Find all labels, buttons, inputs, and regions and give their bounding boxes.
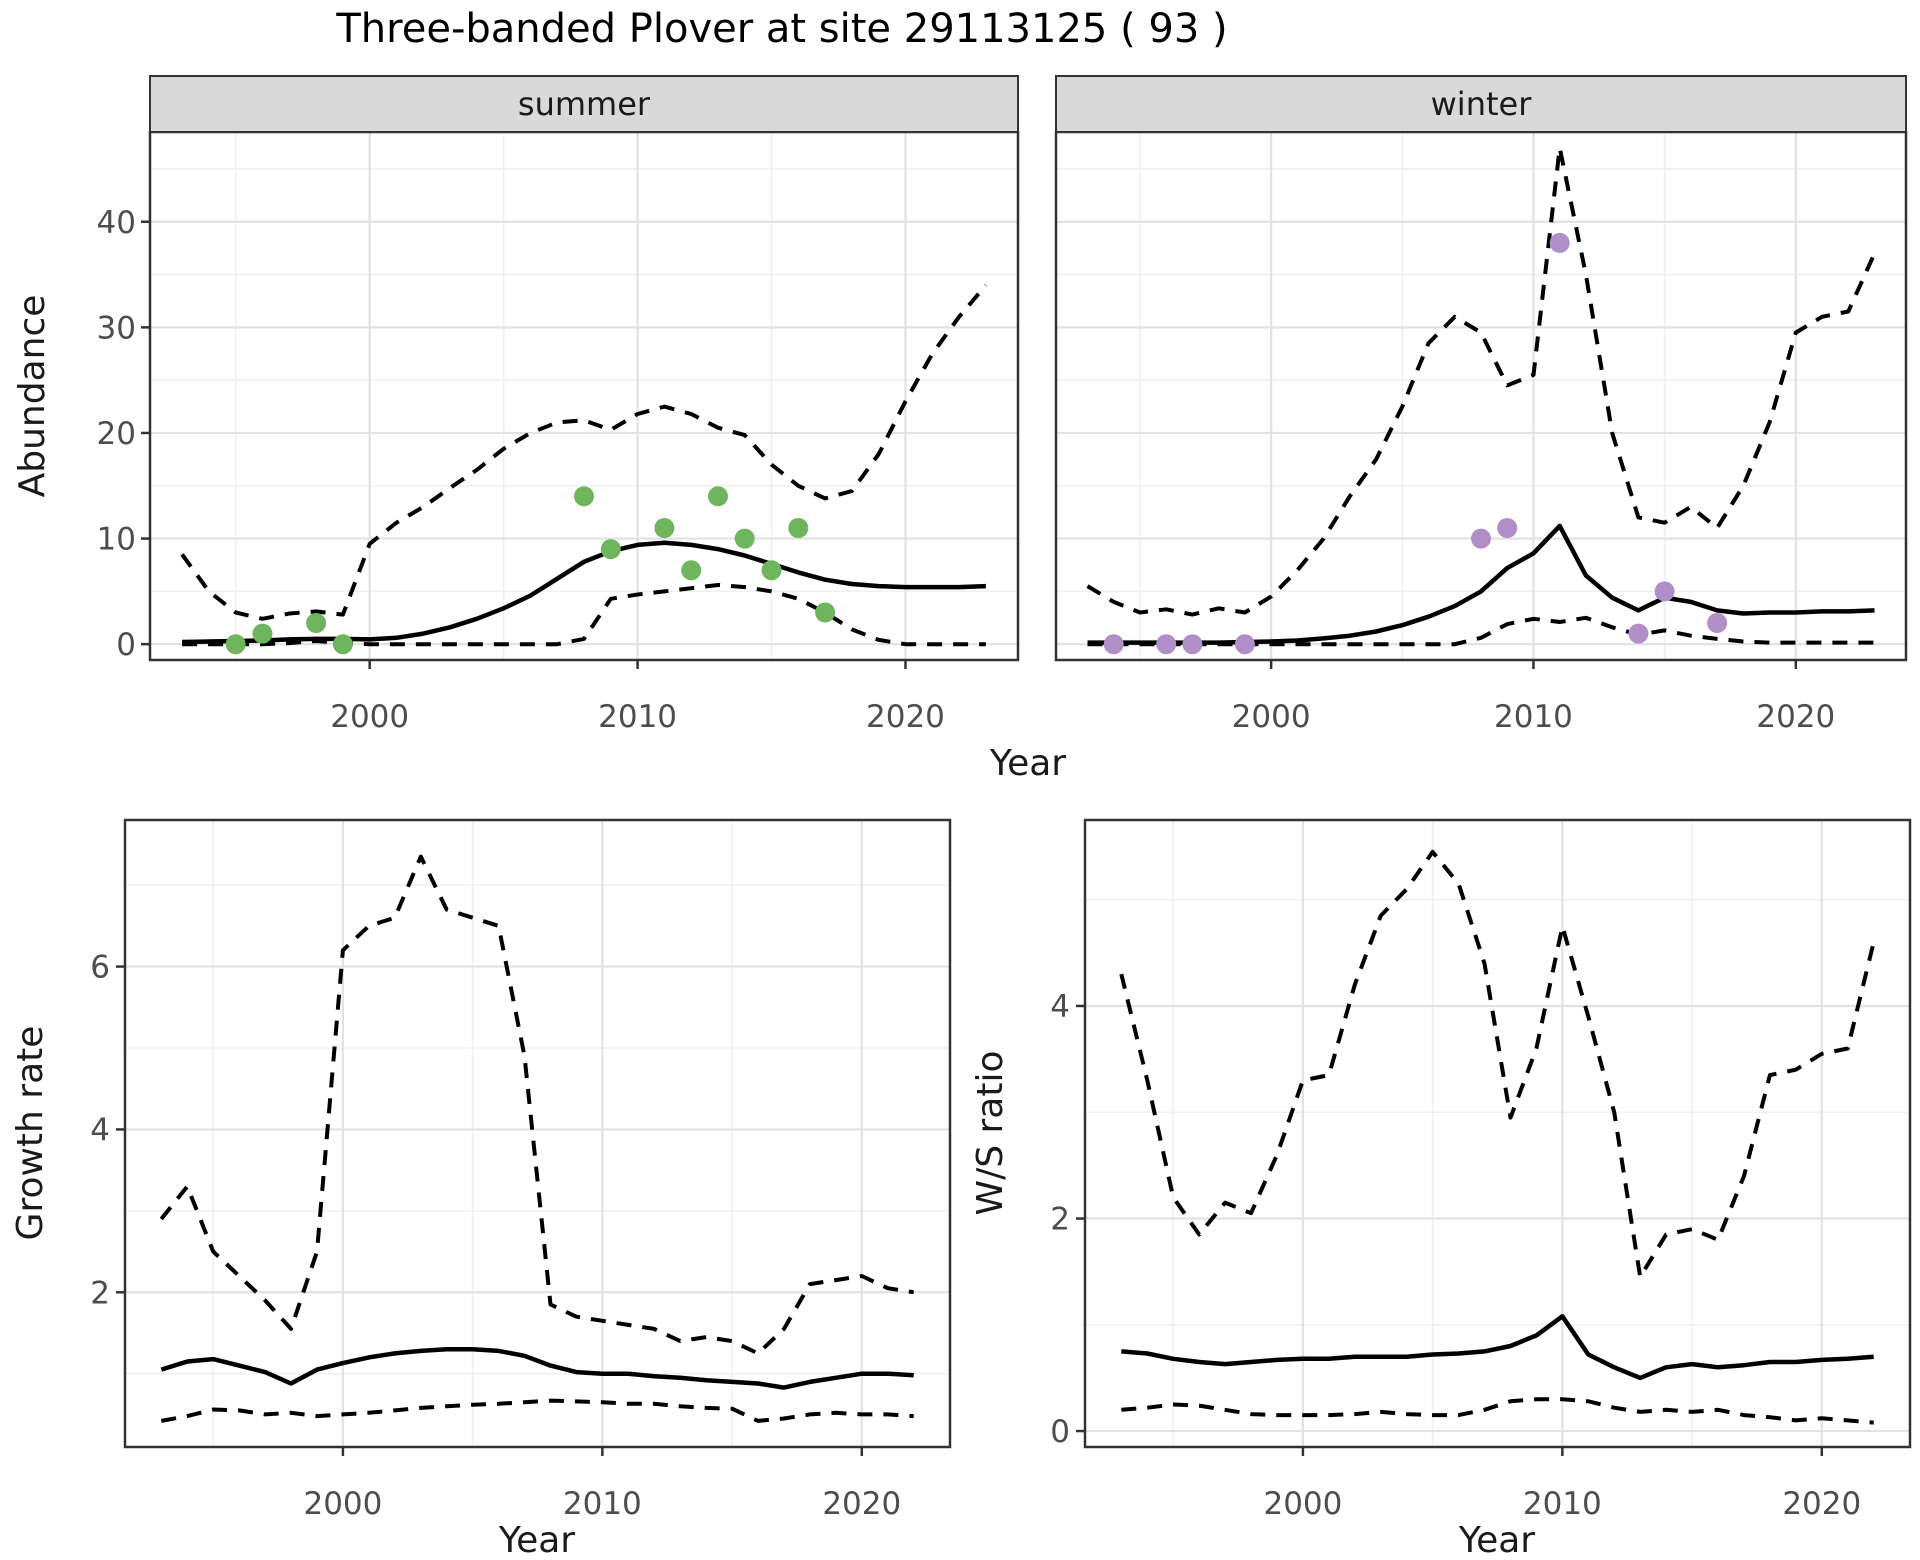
x-tick-label: 2000 [1232, 699, 1311, 735]
axis-titles: Abundance Year Growth rate Year W/S ratio Yea… [10, 295, 1535, 1560]
x-axis-title-year-ws: Year [1458, 1520, 1535, 1560]
x-axis: 2000 2010 2020 [303, 1447, 901, 1522]
facet-strip-label: summer [518, 85, 651, 123]
observed-point [734, 528, 755, 549]
observed-point [654, 518, 675, 538]
panel-abundance-summer: 2000 2010 2020 0 10 20 30 40 summer [97, 75, 1020, 735]
x-axis: 2000 2010 2020 [1232, 660, 1835, 735]
y-tick-label: 4 [90, 1112, 110, 1148]
y-tick-label: 0 [1050, 1414, 1070, 1450]
series-upper-ci [180, 283, 988, 621]
series-lower-ci [1087, 615, 1875, 647]
y-tick-label: 10 [97, 522, 136, 558]
panel-background [150, 132, 1018, 660]
observed-point [1497, 518, 1518, 538]
observed-point [1707, 613, 1728, 633]
x-tick-label: 2000 [330, 699, 409, 735]
observed-point [1156, 634, 1177, 655]
y-tick-label: 30 [97, 310, 136, 346]
observed-point [574, 486, 594, 507]
observed-point [681, 560, 702, 581]
x-tick-label: 2000 [303, 1486, 382, 1522]
facet-strip [149, 75, 1019, 133]
y-axis-title-abundance: Abundance [12, 295, 53, 498]
panel-abundance-winter: 2000 2010 2020 winter [1054, 75, 1908, 735]
observed-point [332, 634, 353, 655]
x-axis: 2000 2010 2020 [330, 660, 945, 735]
y-tick-label: 40 [97, 205, 136, 241]
major-gridlines [125, 820, 950, 1447]
minor-gridlines [150, 132, 1018, 660]
panel-background [125, 820, 950, 1447]
series-lower-ci [160, 1398, 914, 1423]
observed-point [1654, 581, 1675, 602]
x-axis-title-year-top: Year [989, 743, 1066, 784]
y-axis: 2 4 6 [90, 950, 125, 1311]
x-axis-title-year-growth: Year [498, 1520, 575, 1560]
panel-ws-ratio: 2000 2010 2020 0 2 4 [1050, 818, 1912, 1522]
y-tick-label: 6 [90, 950, 110, 986]
x-tick-label: 2010 [563, 1486, 642, 1522]
observed-point [788, 518, 809, 538]
x-tick-label: 2010 [1494, 699, 1573, 735]
x-tick-label: 2020 [866, 699, 945, 735]
observed-point [1234, 634, 1255, 655]
x-tick-label: 2020 [1782, 1486, 1861, 1522]
series-upper-ci [1119, 849, 1876, 1279]
x-tick-label: 2000 [1263, 1486, 1342, 1522]
panel-border [1083, 818, 1912, 1449]
y-tick-label: 0 [116, 627, 136, 663]
y-tick-label: 2 [90, 1275, 110, 1311]
series-fit [1121, 1314, 1874, 1381]
major-gridlines [1085, 820, 1910, 1447]
facet-strip [1055, 75, 1907, 133]
panel-border [123, 818, 952, 1449]
series-upper-ci [1086, 145, 1877, 617]
minor-gridlines [1085, 820, 1910, 1447]
x-tick-label: 2010 [1523, 1486, 1602, 1522]
x-tick-label: 2010 [598, 699, 677, 735]
facet-strip-label: winter [1431, 85, 1533, 123]
series-fit [160, 1347, 914, 1390]
x-tick-label: 2020 [1756, 699, 1835, 735]
observed-point [708, 486, 728, 507]
observed-point [1103, 634, 1124, 655]
panel-background [1085, 820, 1910, 1447]
observed-point [1628, 623, 1649, 644]
observed-point [252, 623, 273, 644]
observed-point [1182, 634, 1203, 655]
y-tick-label: 2 [1050, 1202, 1070, 1238]
observed-point [815, 602, 836, 623]
observed-winter-counts [1103, 232, 1728, 655]
x-tick-label: 2020 [822, 1486, 901, 1522]
panel-background [1056, 132, 1906, 660]
observed-point [306, 613, 327, 633]
y-axis: 0 2 4 [1050, 989, 1085, 1450]
observed-summer-counts [225, 486, 836, 655]
x-axis: 2000 2010 2020 [1263, 1447, 1861, 1522]
observed-point [600, 539, 621, 560]
series-upper-ci [159, 854, 915, 1356]
y-axis: 0 10 20 30 40 [97, 205, 150, 663]
chart-title: Three-banded Plover at site 29113125 ( 9… [336, 6, 1228, 52]
observed-point [1471, 528, 1491, 549]
series-fit [182, 540, 986, 645]
series-lower-ci [182, 583, 986, 647]
y-axis-title-ws-ratio: W/S ratio [970, 1050, 1011, 1215]
y-tick-label: 4 [1050, 989, 1070, 1025]
y-tick-label: 20 [97, 416, 136, 452]
observed-point [761, 560, 782, 581]
observed-point [1549, 232, 1570, 253]
observed-point [225, 634, 246, 655]
panel-growth-rate: 2000 2010 2020 2 4 6 [90, 818, 952, 1522]
series-lower-ci [1121, 1397, 1874, 1425]
y-axis-title-growth-rate: Growth rate [10, 1026, 51, 1241]
minor-gridlines [125, 820, 950, 1447]
